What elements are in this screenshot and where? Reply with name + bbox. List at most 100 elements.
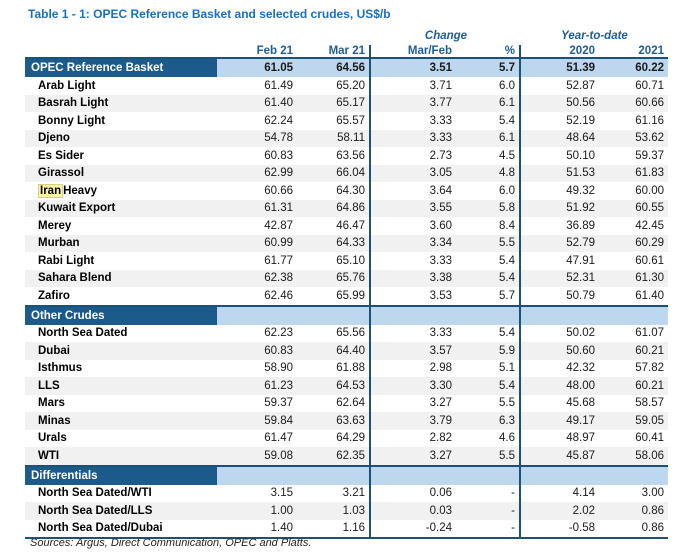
cell-marfeb: 3.79 (429, 414, 452, 427)
cell-pct: 4.6 (456, 429, 521, 447)
cell-marfeb: -0.24 (425, 522, 452, 535)
cell-mar: 3.21 (297, 484, 371, 502)
cell-pct: 6.3 (456, 412, 521, 430)
cell-pct: 6.0 (456, 77, 521, 95)
cell-feb: 59.08 (264, 449, 293, 462)
section-band-cell (371, 306, 456, 325)
cell-marfeb: 2.98 (429, 362, 452, 375)
summary-cell-pct: 5.7 (456, 59, 521, 77)
row-label: LLS (38, 379, 60, 392)
cell-y2021: 61.83 (635, 167, 664, 180)
table-row: Girassol 62.99 66.04 3.05 4.8 51.53 61.83 (25, 164, 668, 182)
cell-y2020: 48.00 (566, 379, 595, 392)
section-band-cell (521, 306, 599, 325)
section-header-label: Other Crudes (25, 306, 217, 325)
cell-mar: 65.56 (297, 324, 371, 342)
cell-feb: 61.49 (264, 79, 293, 92)
opec-price-table: Change Year-to-date Feb 21 Mar 21 Mar/Feb%… (25, 26, 668, 539)
cell-pct: 5.9 (456, 342, 521, 360)
cell-feb: 60.99 (264, 237, 293, 250)
cell-mar: 61.88 (297, 359, 371, 377)
summary-cell-marfeb: 3.51 (371, 59, 456, 77)
table-row: Merey 42.87 46.47 3.60 8.4 36.89 42.45 (25, 217, 668, 235)
cell-y2021: 3.00 (641, 487, 664, 500)
summary-cell-y2020: 51.39 (521, 59, 599, 77)
cell-marfeb: 2.73 (429, 149, 452, 162)
row-label: Arab Light (38, 79, 96, 92)
cell-pct: 5.4 (456, 324, 521, 342)
cell-mar: 64.86 (297, 199, 371, 217)
row-label: Isthmus (38, 362, 83, 375)
cell-feb: 61.23 (264, 379, 293, 392)
cell-feb: 58.90 (264, 362, 293, 375)
cell-y2021: 59.37 (635, 149, 664, 162)
cell-mar: 62.64 (297, 394, 371, 412)
cell-pct: 5.5 (456, 234, 521, 252)
cell-mar: 1.03 (297, 502, 371, 520)
table-row: Zafiro 62.46 65.99 3.53 5.7 50.79 61.40 (25, 287, 668, 305)
row-label: Kuwait Export (38, 202, 116, 215)
cell-y2021: 60.61 (635, 254, 664, 267)
cell-y2021: 60.29 (635, 237, 664, 250)
cell-mar: 63.56 (297, 147, 371, 165)
cell-feb: 1.40 (270, 522, 293, 535)
cell-y2020: 51.92 (566, 202, 595, 215)
cell-feb: 62.38 (264, 272, 293, 285)
cell-y2020: 2.02 (572, 504, 595, 517)
row-label: WTI (38, 449, 60, 462)
column-header-marfeb: Mar/Feb (407, 45, 452, 57)
cell-marfeb: 3.60 (429, 219, 452, 232)
row-label: Rabi Light (38, 254, 95, 267)
cell-y2020: 50.02 (566, 327, 595, 340)
section-band-cell (456, 466, 521, 485)
cell-pct: 8.4 (456, 217, 521, 235)
table-row: Iran Heavy 60.66 64.30 3.64 6.0 49.32 60.00 (25, 182, 668, 200)
column-header-mar: Mar 21 (297, 45, 371, 57)
column-header-y2021: 2021 (638, 45, 664, 57)
table-row: Rabi Light 61.77 65.10 3.33 5.4 47.91 60.61 (25, 252, 668, 270)
cell-mar: 46.47 (297, 217, 371, 235)
table-row: Sahara Blend 62.38 65.76 3.38 5.4 52.31 61.30 (25, 269, 668, 287)
cell-pct: - (456, 484, 521, 502)
table-row: North Sea Dated/Dubai 1.40 1.16 -0.24- -0.58… (25, 519, 668, 537)
summary-cell-y2021: 60.22 (599, 59, 668, 77)
cell-y2021: 60.00 (635, 184, 664, 197)
cell-pct: 4.8 (456, 164, 521, 182)
summary-cell-feb: 61.05 (217, 59, 297, 77)
cell-mar: 65.57 (297, 112, 371, 130)
cell-y2020: 49.32 (566, 184, 595, 197)
cell-pct: 6.0 (456, 182, 521, 200)
cell-feb: 62.46 (264, 289, 293, 302)
cell-feb: 60.66 (264, 184, 293, 197)
cell-feb: 62.23 (264, 327, 293, 340)
row-label: Girassol (38, 167, 85, 180)
cell-y2020: 4.14 (572, 487, 595, 500)
cell-y2021: 0.86 (641, 522, 664, 535)
cell-pct: - (456, 519, 521, 537)
row-label: Minas (38, 414, 71, 427)
table-row: Mars 59.37 62.64 3.27 5.5 45.68 58.57 (25, 394, 668, 412)
section-band-cell (297, 306, 371, 325)
cell-marfeb: 2.82 (429, 432, 452, 445)
row-label: Dubai (38, 344, 70, 357)
cell-y2020: 51.53 (566, 167, 595, 180)
cell-pct: 5.1 (456, 359, 521, 377)
cell-y2021: 53.62 (635, 132, 664, 145)
cell-y2020: 48.64 (566, 132, 595, 145)
cell-y2020: 50.60 (566, 344, 595, 357)
cell-y2020: 47.91 (566, 254, 595, 267)
cell-mar: 64.33 (297, 234, 371, 252)
table-row: Kuwait Export 61.31 64.86 3.55 5.8 51.92 60.55 (25, 199, 668, 217)
row-label: North Sea Dated/LLS (38, 504, 153, 517)
cell-marfeb: 3.33 (429, 327, 452, 340)
table-row: LLS 61.23 64.53 3.30 5.4 48.00 60.21 (25, 377, 668, 395)
section-band-cell (217, 466, 297, 485)
summary-row-opec-reference-basket: OPEC Reference Basket 61.05 64.56 3.51 5.7 51… (25, 57, 668, 77)
group-header-row: Change Year-to-date (25, 26, 668, 42)
cell-pct: 5.7 (456, 287, 521, 305)
cell-pct: 5.5 (456, 394, 521, 412)
cell-y2021: 0.86 (641, 504, 664, 517)
row-label: Iran Heavy (38, 183, 97, 198)
cell-feb: 42.87 (264, 219, 293, 232)
